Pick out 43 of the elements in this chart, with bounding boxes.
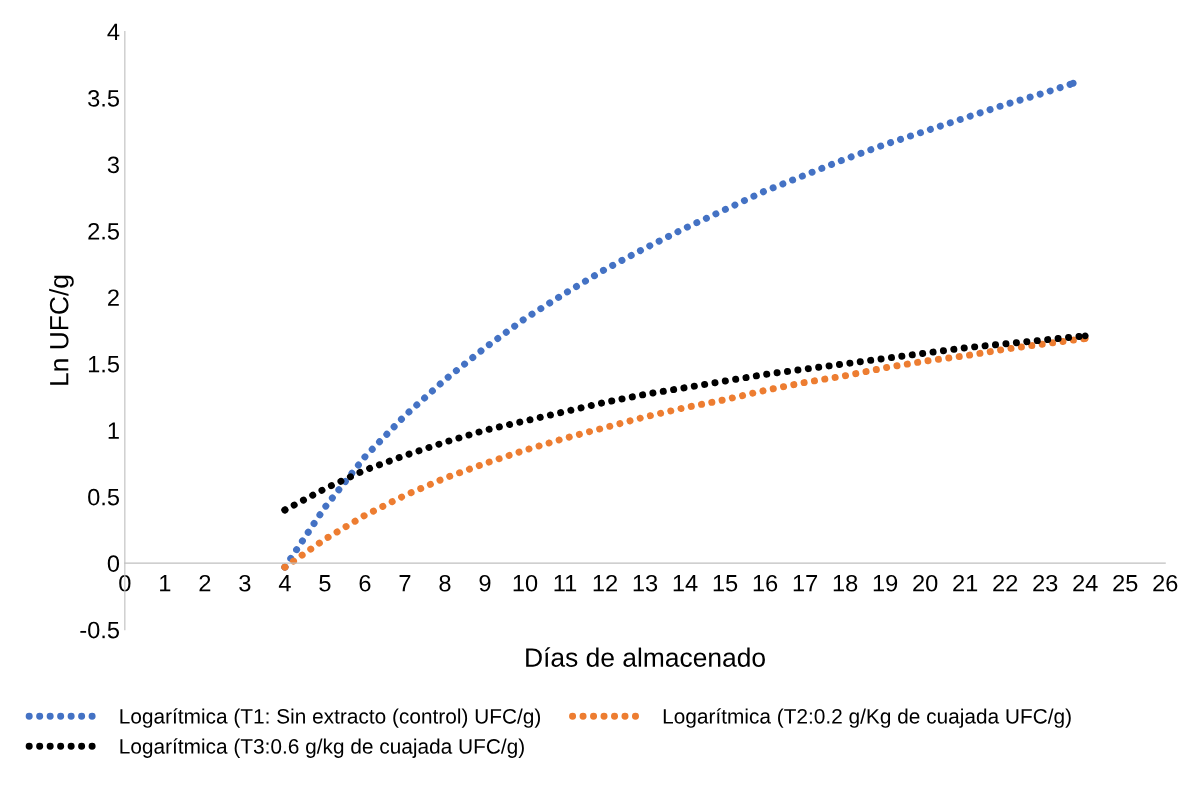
x-tick-label: 17 xyxy=(793,575,818,592)
x-tick-label: 9 xyxy=(479,574,491,592)
y-tick-label: 2.5 xyxy=(88,222,119,240)
x-tick-label: 22 xyxy=(993,574,1018,592)
y-tick-label: 1 xyxy=(108,422,119,439)
x-tick-label: 6 xyxy=(359,574,371,592)
y-axis-title: Ln UFC/g xyxy=(49,275,74,385)
y-tick-label: 0.5 xyxy=(88,488,119,506)
x-tick-label: 18 xyxy=(833,574,858,592)
x-tick-label: 13 xyxy=(633,574,658,592)
x-tick-label: 12 xyxy=(593,574,617,592)
x-tick-label: 4 xyxy=(278,575,291,592)
x-tick-label: 11 xyxy=(554,575,577,592)
y-tick-label: -0.5 xyxy=(80,621,119,639)
x-tick-label: 10 xyxy=(513,574,538,592)
y-tick-label: 3 xyxy=(107,156,119,174)
point xyxy=(1069,79,1077,87)
x-tick-label: 16 xyxy=(753,574,778,592)
x-tick-label: 20 xyxy=(913,574,938,592)
x-tick-label: 15 xyxy=(713,575,738,592)
x-tick-label: 14 xyxy=(673,575,698,592)
x-tick-label: 24 xyxy=(1073,574,1098,592)
x-axis-title: Días de almacenado xyxy=(526,647,765,667)
x-tick-label: 1 xyxy=(160,575,171,592)
x-tick-label: 8 xyxy=(439,574,451,592)
x-tick-label: 3 xyxy=(239,574,251,592)
x-tick-label: 0 xyxy=(119,574,131,592)
y-tick-label: 0 xyxy=(107,555,120,572)
x-tick-label: 23 xyxy=(1033,574,1058,592)
x-tick-label: 7 xyxy=(399,575,411,592)
y-tick-label: 2 xyxy=(108,289,119,306)
y-tick-label: 3.5 xyxy=(88,90,119,107)
x-tick-label: 25 xyxy=(1113,574,1138,592)
x-tick-label: 21 xyxy=(953,574,978,592)
legend-label: Logarítmica (T1: Sin extracto (control) UFC/g) xyxy=(120,708,541,728)
x-tick-label: 5 xyxy=(319,575,331,592)
x-tick-label: 19 xyxy=(873,574,898,592)
legend-label: Logarítmica (T3:0.6 g/kg de cuajada UFC/g) xyxy=(120,738,524,758)
x-tick-label: 26 xyxy=(1153,574,1178,592)
y-tick-label: 4 xyxy=(107,23,120,41)
legend-label: Logarítmica (T2:0.2 g/Kg de cuajada UFC/g) xyxy=(663,708,1071,728)
y-tick-label: 1.5 xyxy=(88,356,119,373)
x-tick-label: 2 xyxy=(199,574,211,592)
